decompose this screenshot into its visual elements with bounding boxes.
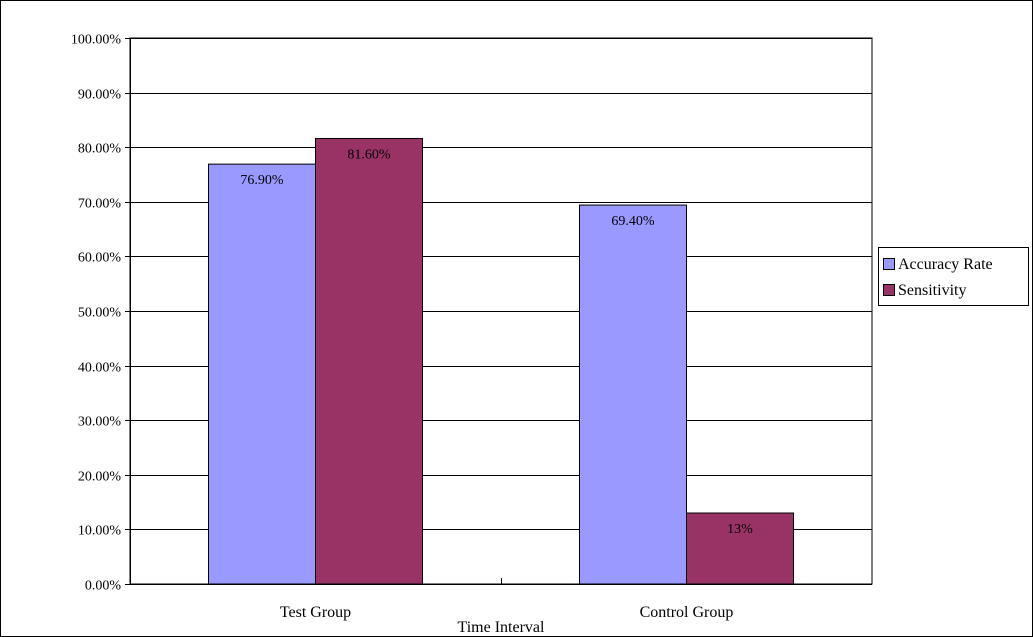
legend-box — [878, 247, 1029, 306]
y-tick-label: 90.00% — [78, 88, 122, 103]
y-tick-label: 80.00% — [78, 142, 122, 157]
labels: 0.00% 10.00% 20.00% 30.00% 40.00% 50.00% 60.00… — [71, 33, 753, 637]
y-tick-label: 40.00% — [78, 361, 122, 376]
y-tick-label: 0.00% — [85, 579, 122, 594]
y-tick-label: 10.00% — [78, 524, 122, 539]
x-category-label: Control Group — [640, 604, 734, 621]
data-label: 81.60% — [347, 147, 391, 162]
data-label: 69.40% — [611, 214, 655, 229]
legend-swatch — [883, 258, 895, 270]
legend-swatch — [883, 284, 895, 296]
bars — [208, 137, 794, 585]
legend-label: Accuracy Rate — [898, 256, 993, 273]
x-category-label: Test Group — [280, 604, 351, 621]
y-tick-label: 50.00% — [78, 306, 122, 321]
axes — [125, 38, 872, 585]
y-tick-label: 30.00% — [78, 415, 122, 430]
data-label: 13% — [727, 522, 753, 537]
data-label: 76.90% — [240, 173, 284, 188]
x-axis-title: Time Interval — [458, 619, 546, 636]
bar-accuracy-rate-test-group — [208, 163, 316, 585]
y-tick-label: 70.00% — [78, 197, 122, 212]
y-tick-label: 20.00% — [78, 470, 122, 485]
legend-label: Sensitivity — [898, 282, 966, 299]
legend: Accuracy Rate Sensitivity — [878, 247, 1029, 306]
y-tick-label: 100.00% — [71, 33, 122, 48]
bar-accuracy-rate-control-group — [579, 204, 687, 585]
bar-sensitivity-control-group — [686, 512, 794, 585]
y-tick-label: 60.00% — [78, 251, 122, 266]
bar-sensitivity-test-group — [315, 137, 423, 585]
